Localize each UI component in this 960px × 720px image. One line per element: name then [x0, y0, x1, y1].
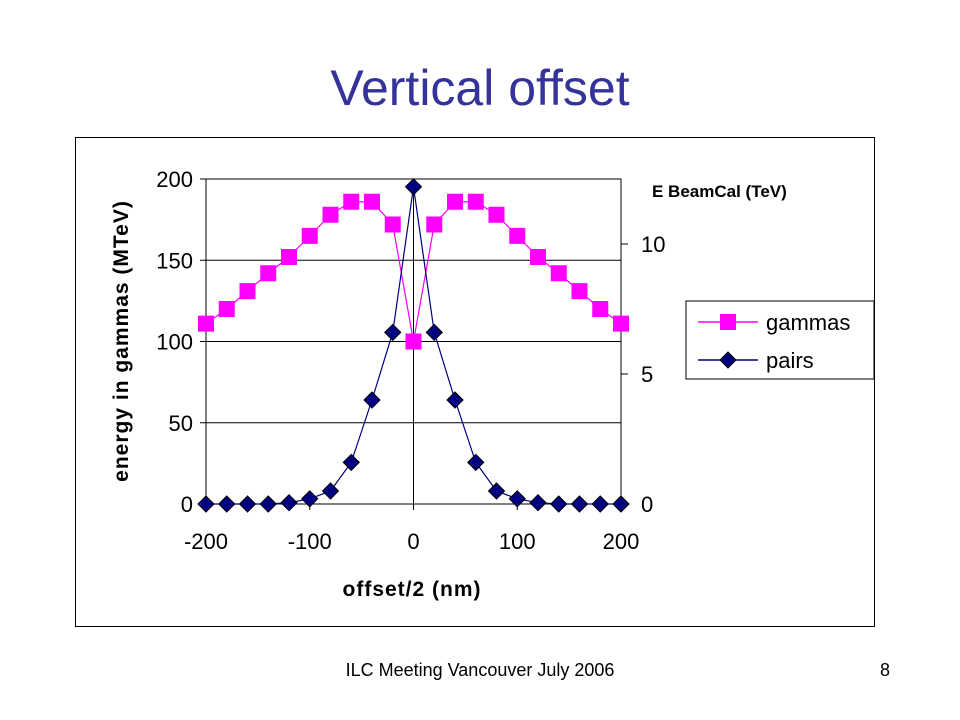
- data-point-pairs: [425, 323, 443, 342]
- footer-text: ILC Meeting Vancouver July 2006: [345, 660, 615, 680]
- y-tick-label: 200: [156, 167, 193, 192]
- data-point-gammas: [467, 193, 484, 210]
- data-point-gammas: [613, 315, 629, 332]
- data-point-pairs: [363, 391, 381, 409]
- series-layer: [197, 178, 630, 513]
- data-point-pairs: [238, 495, 257, 513]
- chart-area: 0 50 100 150 200 -200 -100 0 100 200 0 5 10 offset/2…: [75, 137, 875, 627]
- x-tick-label: 100: [499, 529, 536, 554]
- x-tick-label: -200: [184, 529, 228, 554]
- data-point-gammas: [343, 193, 360, 210]
- data-point-gammas: [364, 193, 380, 210]
- data-point-gammas: [239, 283, 256, 300]
- data-point-gammas: [301, 227, 318, 244]
- y2-tick-label: 0: [641, 492, 653, 517]
- y-tick-label: 100: [156, 330, 193, 355]
- data-point-pairs: [301, 490, 319, 508]
- legend: gammas pairs: [685, 300, 875, 380]
- data-point-gammas: [218, 301, 235, 317]
- y2-tick-label: 10: [641, 232, 665, 257]
- data-point-gammas: [509, 227, 526, 244]
- data-point-gammas: [592, 301, 609, 317]
- legend-box: [685, 300, 875, 380]
- x-axis-label: offset/2 (nm): [343, 578, 482, 601]
- legend-marker-pairs: [719, 351, 737, 369]
- data-point-gammas: [447, 193, 463, 210]
- data-point-pairs: [467, 453, 485, 472]
- x-tick-label: -100: [288, 529, 332, 554]
- y-tick-label: 50: [169, 411, 193, 436]
- data-point-gammas: [530, 249, 546, 265]
- data-point-pairs: [612, 495, 630, 513]
- data-point-pairs: [321, 482, 340, 500]
- y-tick-label: 150: [156, 248, 193, 273]
- slide-title: Vertical offset: [330, 60, 630, 116]
- data-point-pairs: [591, 495, 609, 513]
- series-gammas: [198, 193, 629, 350]
- data-point-pairs: [342, 453, 360, 472]
- data-point-gammas: [384, 216, 401, 233]
- data-point-gammas: [260, 265, 277, 282]
- data-point-pairs: [197, 495, 215, 513]
- data-point-gammas: [571, 283, 588, 300]
- y2-axis-label: E BeamCal (TeV): [652, 182, 787, 201]
- data-point-gammas: [322, 206, 339, 223]
- data-point-pairs: [529, 493, 547, 512]
- data-point-gammas: [488, 206, 505, 223]
- data-point-gammas: [550, 265, 567, 282]
- data-point-pairs: [570, 495, 589, 513]
- legend-label-gammas: gammas: [766, 310, 850, 335]
- data-point-pairs: [280, 493, 298, 512]
- legend-label-pairs: pairs: [766, 348, 814, 373]
- y-axis-label: energy in gammas (MTeV): [110, 200, 133, 482]
- y2-tick-label: 5: [641, 362, 653, 387]
- data-point-pairs: [487, 482, 506, 500]
- data-point-pairs: [508, 490, 526, 508]
- data-point-pairs: [259, 495, 277, 513]
- data-point-pairs: [384, 323, 402, 342]
- data-point-pairs: [404, 178, 423, 196]
- y-tick-label: 0: [181, 492, 193, 517]
- data-point-gammas: [198, 315, 214, 332]
- data-point-gammas: [426, 216, 443, 233]
- data-point-gammas: [281, 249, 297, 265]
- series-pairs: [197, 178, 630, 513]
- x-tick-label: 0: [407, 529, 419, 554]
- legend-marker-gammas: [720, 314, 736, 330]
- data-point-pairs: [550, 495, 568, 513]
- data-point-pairs: [218, 495, 236, 513]
- data-point-gammas: [405, 333, 422, 350]
- slide-number: 8: [880, 660, 891, 680]
- x-tick-label: 200: [603, 529, 640, 554]
- data-point-pairs: [446, 391, 464, 409]
